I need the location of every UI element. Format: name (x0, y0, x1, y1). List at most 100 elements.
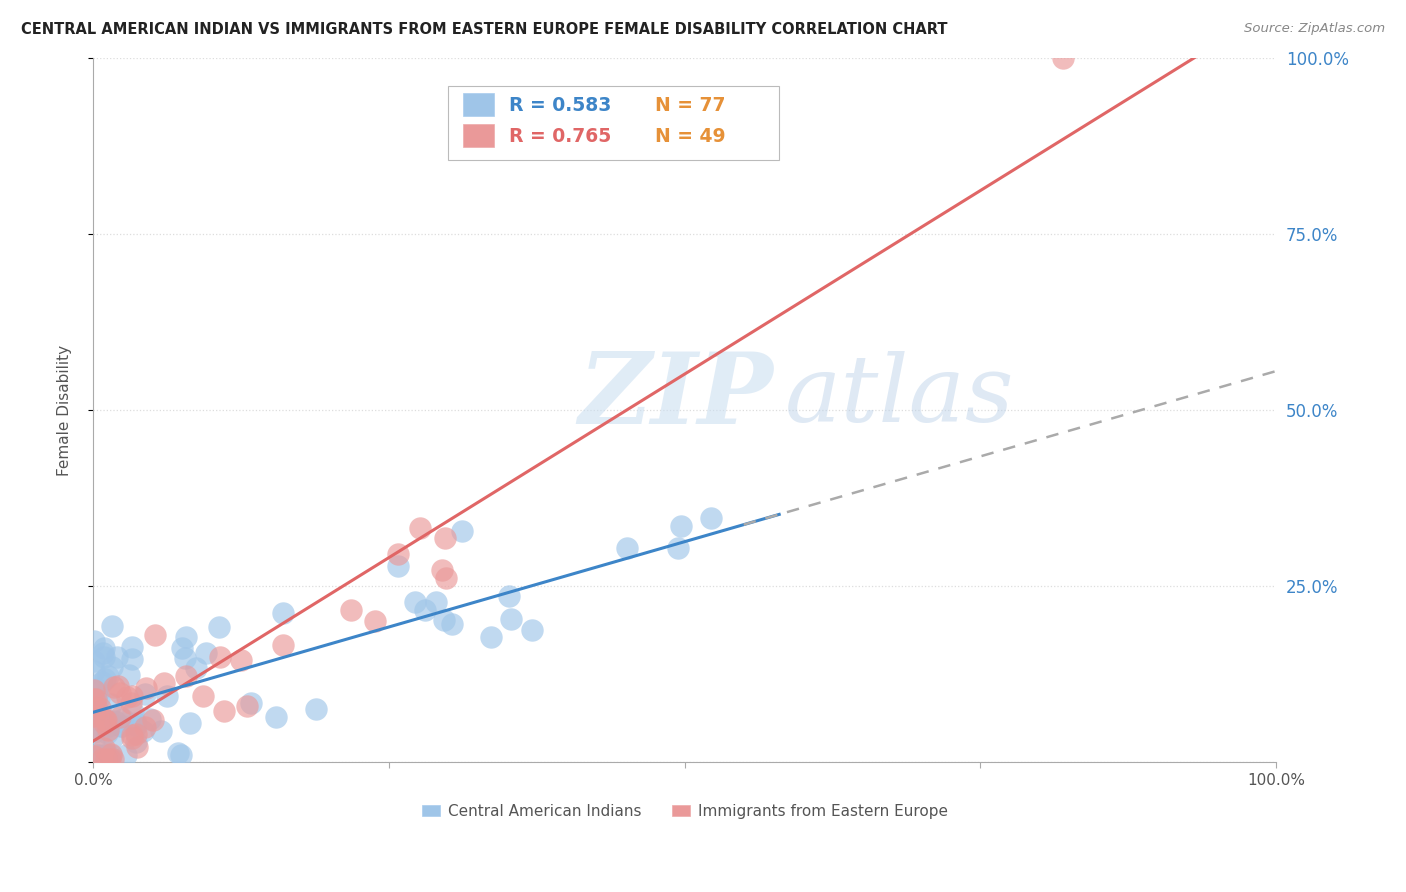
Legend: Central American Indians, Immigrants from Eastern Europe: Central American Indians, Immigrants fro… (415, 798, 953, 825)
Point (83, 723, 105, 737)
Point (450, 524, 472, 538)
Point (96, 713, 118, 727)
Point (93, 713, 115, 727)
Point (93, 741, 115, 756)
Point (83, 655, 105, 669)
Point (93, 650, 115, 665)
Point (430, 563, 453, 577)
Point (127, 739, 149, 754)
Point (404, 595, 426, 609)
Point (184, 661, 207, 675)
Point (110, 719, 132, 733)
Point (214, 704, 236, 718)
FancyBboxPatch shape (464, 93, 494, 116)
Point (83, 725, 105, 739)
Point (125, 727, 148, 741)
Point (94, 673, 117, 687)
Text: N = 77: N = 77 (655, 96, 725, 115)
Point (153, 676, 176, 690)
Point (83, 709, 105, 723)
Point (91, 646, 114, 660)
Point (87, 691, 110, 706)
Point (111, 719, 134, 733)
Point (271, 607, 294, 621)
Point (340, 603, 363, 617)
Point (87, 685, 110, 699)
Point (111, 712, 134, 726)
Point (433, 531, 456, 545)
Point (110, 686, 132, 700)
Point (98, 714, 121, 728)
Text: R = 0.583: R = 0.583 (509, 96, 612, 115)
Point (121, 640, 143, 654)
Point (83, 749, 105, 764)
Point (413, 603, 436, 617)
Point (440, 617, 463, 632)
Point (91, 748, 114, 763)
Point (96, 726, 118, 740)
Point (104, 714, 127, 728)
Point (93, 641, 115, 656)
Point (84, 700, 107, 714)
Point (96, 752, 118, 766)
Point (170, 748, 193, 763)
Point (84, 701, 107, 715)
Point (1052, 51, 1074, 65)
Point (364, 614, 387, 628)
Point (87, 713, 110, 727)
Point (101, 730, 124, 744)
Point (170, 641, 193, 656)
Point (86, 748, 108, 763)
Point (100, 697, 122, 711)
Point (86, 681, 108, 696)
Point (425, 595, 447, 609)
Point (700, 511, 723, 525)
Point (83, 691, 105, 706)
Point (84, 691, 107, 706)
Text: R = 0.765: R = 0.765 (509, 128, 612, 146)
Point (104, 715, 127, 730)
Point (120, 696, 142, 710)
Point (97, 723, 120, 737)
Point (134, 720, 156, 734)
Point (174, 669, 197, 683)
Point (115, 748, 138, 763)
Point (138, 712, 160, 726)
Y-axis label: Female Disability: Female Disability (58, 344, 72, 475)
Text: CENTRAL AMERICAN INDIAN VS IMMIGRANTS FROM EASTERN EUROPE FEMALE DISABILITY CORR: CENTRAL AMERICAN INDIAN VS IMMIGRANTS FR… (21, 22, 948, 37)
Point (97, 669, 120, 683)
Point (520, 623, 543, 637)
Point (179, 715, 201, 730)
Point (150, 724, 173, 739)
Point (101, 752, 124, 766)
Point (105, 650, 128, 665)
Point (236, 698, 259, 713)
Point (498, 589, 520, 603)
Point (98, 719, 121, 733)
Point (499, 612, 522, 626)
Point (103, 680, 125, 694)
Point (616, 541, 638, 556)
Point (100, 747, 122, 761)
Point (83, 733, 105, 747)
Point (98, 752, 121, 766)
Point (229, 653, 252, 667)
Text: Source: ZipAtlas.com: Source: ZipAtlas.com (1244, 22, 1385, 36)
Text: ZIP: ZIP (578, 348, 773, 444)
Point (89, 701, 111, 715)
Point (264, 710, 287, 724)
Point (108, 710, 131, 724)
Point (387, 559, 409, 574)
Point (100, 748, 122, 763)
Text: N = 49: N = 49 (655, 128, 725, 146)
Point (121, 652, 143, 666)
Point (209, 650, 232, 665)
Point (125, 716, 148, 731)
Point (142, 713, 165, 727)
Point (173, 651, 195, 665)
Point (83, 682, 105, 697)
Point (305, 701, 328, 715)
Point (125, 719, 148, 733)
FancyBboxPatch shape (464, 124, 494, 147)
Point (91, 675, 114, 690)
